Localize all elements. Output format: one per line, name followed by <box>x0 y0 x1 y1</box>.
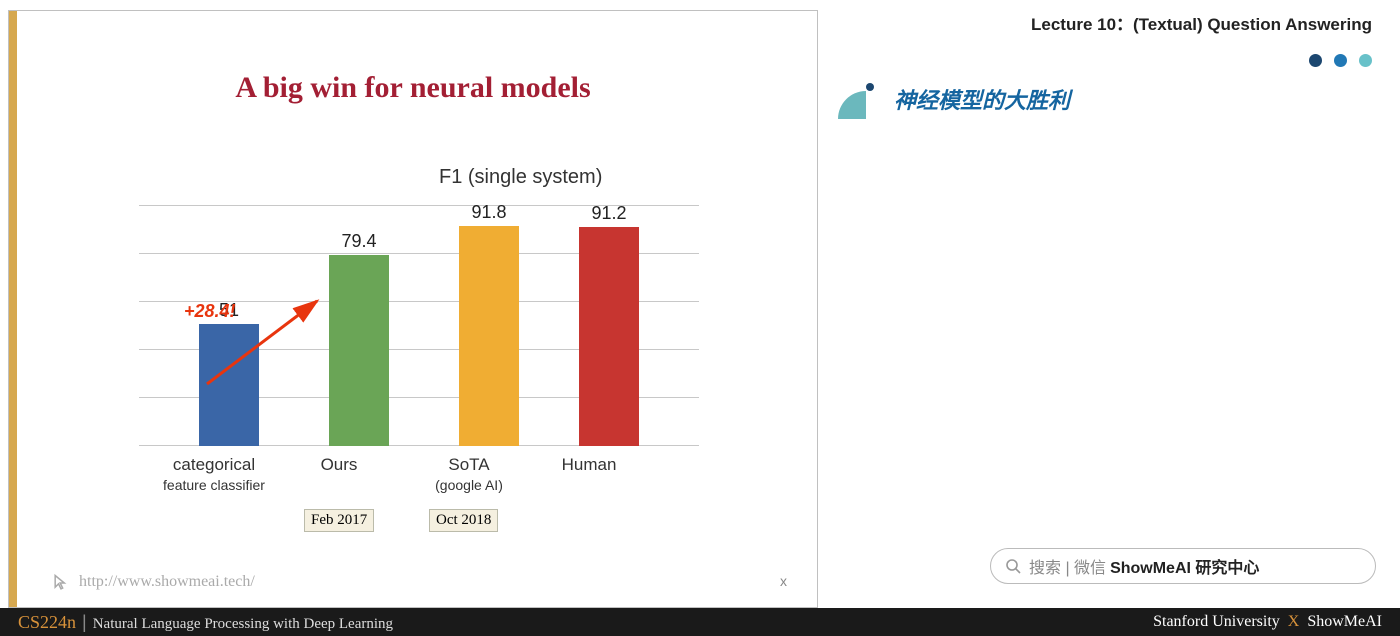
main-container: A big win for neural models F1 (single s… <box>0 0 1400 598</box>
footer-left: CS224n | Natural Language Processing wit… <box>18 612 393 633</box>
section-icon <box>838 79 884 119</box>
footer-bar: CS224n | Natural Language Processing wit… <box>0 608 1400 636</box>
footer-right: Stanford University X ShowMeAI <box>1153 613 1382 631</box>
bar-value-label: 91.2 <box>579 203 639 224</box>
cn-title: 神经模型的大胜利 <box>894 83 1070 115</box>
x-axis-label: Ours <box>299 455 379 475</box>
course-code: CS224n <box>18 612 76 633</box>
source-url: http://www.showmeai.tech/ <box>79 573 255 591</box>
search-prefix: 搜索 | 微信 <box>1029 554 1106 578</box>
search-icon <box>1005 558 1021 574</box>
dot-icon <box>1309 54 1322 67</box>
bar-value-label: 79.4 <box>329 231 389 252</box>
cursor-icon <box>51 573 71 593</box>
bar: 91.8 <box>459 226 519 446</box>
x-axis-label: Human <box>544 455 634 475</box>
bar-value-label: 91.8 <box>459 202 519 223</box>
search-bold: ShowMeAI 研究中心 <box>1110 554 1259 578</box>
course-name: Natural Language Processing with Deep Le… <box>93 616 393 633</box>
lecture-title: Lecture 10：(Textual) Question Answering <box>838 10 1380 35</box>
dot-icon <box>1359 54 1372 67</box>
footer-separator: | <box>82 612 87 633</box>
arrow-icon <box>199 289 329 399</box>
dot-icon <box>1334 54 1347 67</box>
date-badge: Oct 2018 <box>429 509 498 532</box>
chart-title: F1 (single system) <box>439 166 602 189</box>
showmeai-label: ShowMeAI <box>1307 613 1382 630</box>
bar: 91.2 <box>579 227 639 446</box>
cn-title-row: 神经模型的大胜利 <box>838 79 1380 119</box>
right-panel: Lecture 10：(Textual) Question Answering … <box>818 0 1400 598</box>
slide-title: A big win for neural models <box>9 71 817 105</box>
decorative-dots <box>1309 54 1372 67</box>
x-axis-label: categoricalfeature classifier <box>134 455 294 496</box>
x-axis-label: SoTA(google AI) <box>414 455 524 496</box>
x-separator: X <box>1288 613 1300 630</box>
x-mark: x <box>780 573 787 589</box>
stanford-label: Stanford University <box>1153 613 1280 630</box>
slide-panel: A big win for neural models F1 (single s… <box>8 10 818 608</box>
bar: 79.4 <box>329 255 389 446</box>
search-box[interactable]: 搜索 | 微信 ShowMeAI 研究中心 <box>990 548 1376 584</box>
date-badge: Feb 2017 <box>304 509 374 532</box>
